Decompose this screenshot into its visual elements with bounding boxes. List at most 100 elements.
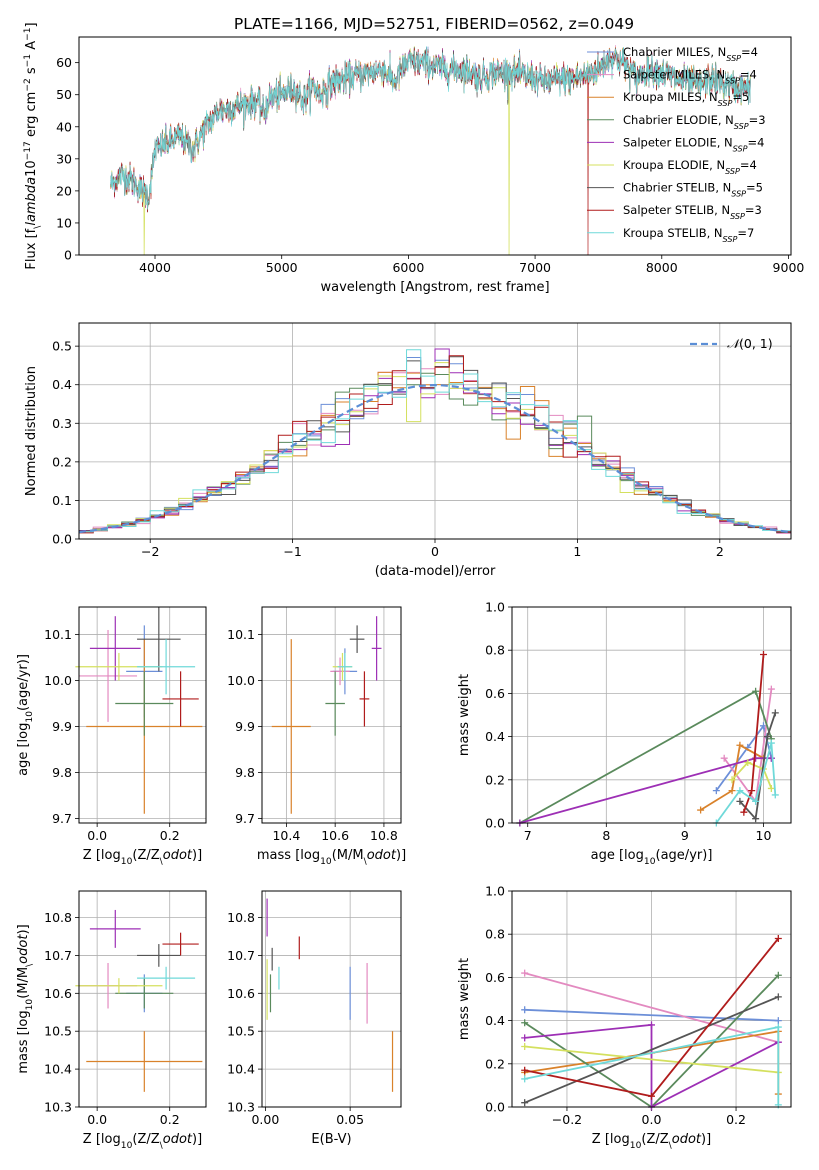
- errorbar-salpeter-stelib: [162, 932, 199, 956]
- weight-line: [700, 743, 764, 811]
- weight-marker: [521, 1006, 529, 1014]
- weight-marker: [774, 971, 782, 979]
- weight-marker: [521, 969, 529, 977]
- weight-series-chabrier-elodie: [516, 687, 775, 827]
- x-tick-label: 9000: [773, 260, 805, 275]
- y-tick-label: 9.8: [52, 765, 72, 780]
- weight-marker: [771, 709, 779, 717]
- histogram-kroupa-stelib: [79, 349, 791, 535]
- weight-line: [524, 995, 779, 1104]
- axes-frame: [511, 606, 792, 824]
- y-tick-label: 0.8: [485, 643, 505, 658]
- x-tick-label: 0: [431, 544, 439, 559]
- x-tick-label: 8000: [646, 260, 678, 275]
- y-tick-label: 10.3: [44, 1100, 72, 1115]
- errorbar-kroupa-stelib: [337, 652, 353, 681]
- axes-frame: [78, 36, 792, 256]
- weight-line: [524, 1045, 779, 1074]
- weight-marker: [763, 733, 771, 741]
- weight-marker: [744, 759, 752, 767]
- legend-entry: Kroupa MILES, NSSP=5: [623, 90, 749, 108]
- weight-marker: [736, 787, 744, 795]
- age_vs_mass-axes: 10.4 10.6 10.8 9.7 9.8 9.9 10.0 10.1 mass [log10…: [227, 606, 406, 867]
- errorbar-kroupa-miles: [86, 1031, 203, 1092]
- weight-marker: [748, 787, 756, 795]
- x-tick-label: 6000: [392, 260, 424, 275]
- spectrum-lines: [110, 45, 751, 255]
- weight-marker: [767, 739, 775, 747]
- x-tick-label: 0.2: [160, 828, 180, 843]
- weight-marker: [740, 808, 748, 816]
- x-tick-label: 0.0: [642, 1112, 662, 1127]
- y-axis-label: age [log10(age/yr)]: [16, 654, 35, 776]
- weight-marker: [648, 1092, 655, 1100]
- y-tick-label: 10.6: [227, 986, 255, 1001]
- y-tick-label: 0.2: [485, 1056, 505, 1071]
- y-tick-label: 0.0: [52, 532, 72, 547]
- weight-marker: [697, 806, 705, 814]
- weight-marker: [759, 651, 767, 659]
- gaussian-curve: [79, 383, 791, 534]
- x-tick-label: −0.2: [552, 1112, 582, 1127]
- y-tick-label: 0: [64, 248, 72, 263]
- errorbar-chabrier-elodie: [115, 978, 174, 1009]
- y-tick-label: 10.5: [227, 1024, 255, 1039]
- axes-frame: [78, 322, 792, 540]
- weight-marker: [767, 685, 775, 693]
- weight-marker: [521, 1075, 529, 1083]
- errorbar-salpeter-miles: [79, 629, 138, 722]
- y-tick-label: 9.7: [52, 811, 72, 826]
- y-tick-label: 10.1: [227, 627, 255, 642]
- weight-line: [731, 761, 773, 789]
- y-tick-label: 10.6: [44, 986, 72, 1001]
- legend-entry: Chabrier STELIB, NSSP=5: [623, 181, 763, 199]
- x-axis-label: Z [log10(Z/Z\odot)]: [83, 848, 202, 867]
- axes-frame: [261, 606, 402, 824]
- spectrum-line-kroupa-stelib: [110, 46, 751, 210]
- y-tick-label: 10.4: [227, 1062, 255, 1077]
- spectrum-axes: 4000 5000 6000 7000 8000 9000 0 10 20 30 40 50 60 wav…: [23, 22, 804, 295]
- errorbar-chabrier-elodie: [325, 671, 345, 736]
- errorbar-kroupa-miles: [271, 639, 311, 814]
- errorbar-salpeter-elodie: [89, 909, 141, 948]
- y-tick-label: 0.5: [52, 339, 72, 354]
- weight-marker: [774, 935, 782, 943]
- y-tick-label: 0.2: [52, 454, 72, 469]
- y-tick-label: 9.7: [235, 811, 255, 826]
- y-tick-label: 20: [56, 183, 72, 198]
- legend-entry: Salpeter STELIB, NSSP=3: [623, 203, 762, 221]
- y-tick-label: 0.8: [485, 927, 505, 942]
- y-tick-label: 0.4: [485, 729, 505, 744]
- weight_vs_Z-axes: −0.2 0.0 0.2 0.0 0.2 0.4 0.6 0.8 1.0 Z [log10(Z/Z…: [457, 884, 792, 1151]
- y-tick-label: 0.2: [485, 772, 505, 787]
- errorbar-salpeter-elodie: [89, 616, 141, 681]
- y-tick-label: 10.5: [44, 1024, 72, 1039]
- legend-entry: 𝒩(0, 1): [727, 336, 773, 351]
- axes-frame: [261, 890, 402, 1108]
- x-axis-label: mass [log10(M/M\odot)]: [257, 848, 406, 867]
- errorbar-chabrier-elodie: [115, 671, 174, 736]
- x-axis-label: (data-model)/error: [375, 564, 496, 579]
- y-tick-label: 0.6: [485, 970, 505, 985]
- y-tick-label: 30: [56, 151, 72, 166]
- y-axis-label: mass weight: [457, 674, 472, 756]
- y-tick-label: 0.4: [485, 1013, 505, 1028]
- y-tick-label: 60: [56, 55, 72, 70]
- x-tick-label: 10: [756, 828, 772, 843]
- y-tick-label: 10.8: [227, 910, 255, 925]
- residuals-axes: −2 −1 0 1 2 0.0 0.1 0.2 0.3 0.4 0.5 (data-model)/er…: [24, 322, 792, 579]
- y-tick-label: 0.6: [485, 686, 505, 701]
- weight-marker: [521, 1019, 529, 1027]
- x-axis-label: Z [log10(Z/Z\odot)]: [83, 1132, 202, 1151]
- weight-marker: [712, 787, 720, 795]
- weight-line: [519, 689, 773, 824]
- weight-line: [524, 972, 779, 1044]
- axes-frame: [511, 890, 792, 1108]
- weight-series-chabrier-stelib: [521, 993, 782, 1107]
- x-tick-label: 1: [573, 544, 581, 559]
- histograms: [79, 348, 791, 535]
- weight-marker: [736, 797, 744, 805]
- weight-line: [524, 1023, 779, 1109]
- weight-marker: [728, 776, 736, 784]
